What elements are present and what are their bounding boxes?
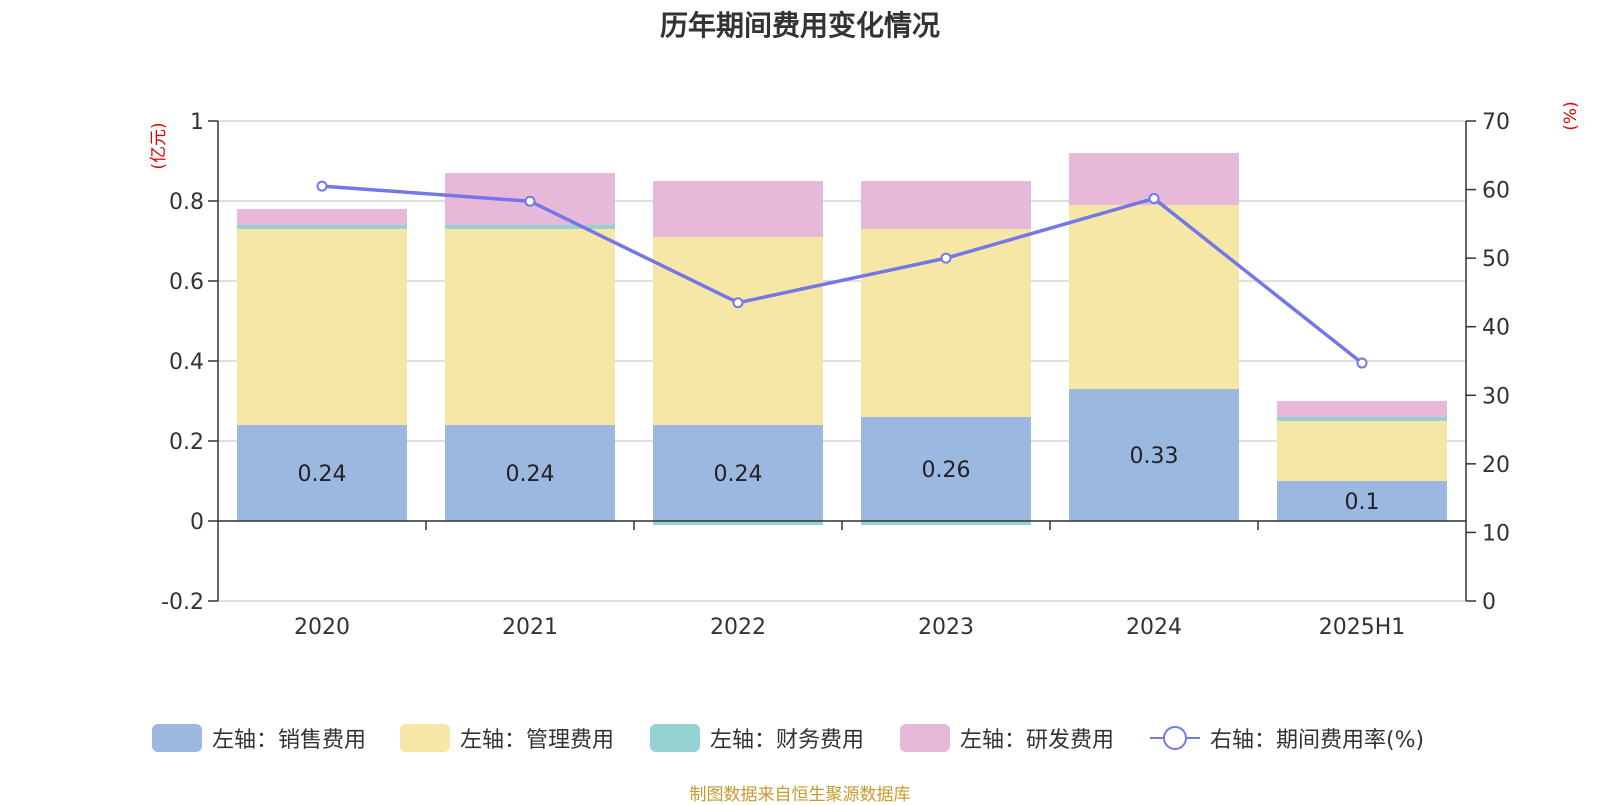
left-axis-tick-label: 0.4 [169, 350, 204, 375]
bar-series0-2021 [445, 425, 615, 521]
source-note: 制图数据来自恒生聚源数据库 [689, 785, 911, 805]
bar-series1-2022 [653, 237, 823, 425]
data-label-2021: 0.24 [506, 462, 555, 487]
legend-swatch [900, 724, 950, 752]
right-axis-tick-label: 40 [1482, 316, 1510, 341]
x-axis-tick-label: 2022 [710, 615, 766, 640]
data-label-2024: 0.33 [1130, 444, 1179, 469]
bar-series1-2020 [237, 229, 407, 425]
legend-item[interactable]: 左轴：销售费用 [152, 718, 366, 758]
x-axis-tick-label: 2025H1 [1319, 615, 1406, 640]
left-axis-unit-label: (亿元) [149, 122, 169, 169]
left-axis-tick-label: -0.2 [161, 590, 204, 615]
legend-item[interactable]: 左轴：管理费用 [400, 718, 614, 758]
left-axis-tick-label: 0.6 [169, 270, 204, 295]
legend-item[interactable]: 左轴：财务费用 [650, 718, 864, 758]
line-point-2022 [732, 297, 744, 309]
left-axis-tick-label: 0.2 [169, 430, 204, 455]
x-axis-tick-label: 2024 [1126, 615, 1182, 640]
right-axis-tick-label: 0 [1482, 590, 1496, 615]
bar-series2-2025H1 [1277, 417, 1447, 421]
bar-series1-2024 [1069, 205, 1239, 389]
chart-title: 历年期间费用变化情况 [659, 9, 940, 42]
bar-series0-2024 [1069, 389, 1239, 521]
x-axis-tick-label: 2021 [502, 615, 558, 640]
data-label-2025H1: 0.1 [1345, 490, 1380, 515]
x-axis-tick-label: 2023 [918, 615, 974, 640]
bar-series0-2025H1 [1277, 481, 1447, 521]
line-point-2023 [940, 252, 952, 264]
right-axis-tick-label: 10 [1482, 521, 1510, 546]
bar-series0-2023 [861, 417, 1031, 521]
bar-series2-2022 [653, 521, 823, 525]
right-axis-tick-label: 60 [1482, 179, 1510, 204]
right-axis-tick-label: 30 [1482, 384, 1510, 409]
bar-series0-2020 [237, 425, 407, 521]
right-axis-tick-label: 70 [1482, 110, 1510, 135]
line-point-2024 [1148, 192, 1160, 204]
bar-series1-2025H1 [1277, 421, 1447, 481]
legend-swatch [400, 724, 450, 752]
legend-label: 左轴：财务费用 [710, 728, 865, 753]
legend-label: 左轴：研发费用 [960, 728, 1115, 753]
legend-item[interactable]: 右轴：期间费用率(%) [1150, 718, 1424, 758]
chart-legend: 左轴：销售费用 左轴：管理费用 左轴：财务费用 左轴：研发费用 右轴：期间费用率(%) [0, 718, 1600, 758]
legend-label: 左轴：管理费用 [460, 728, 615, 753]
data-label-2020: 0.24 [298, 462, 347, 487]
legend-line-marker-icon [1150, 726, 1200, 750]
legend-swatch [152, 724, 202, 752]
line-point-2025H1 [1356, 357, 1368, 369]
line-point-2021 [524, 195, 536, 207]
data-label-2023: 0.26 [922, 458, 971, 483]
x-axis-tick-label: 2020 [294, 615, 350, 640]
bar-series3-2025H1 [1277, 401, 1447, 417]
bar-series1-2021 [445, 229, 615, 425]
bar-series2-2021 [445, 225, 615, 229]
right-axis-unit-label: (%) [1561, 101, 1581, 130]
right-axis-tick-label: 20 [1482, 453, 1510, 478]
bar-series2-2020 [237, 225, 407, 229]
left-axis-tick-label: 0 [190, 510, 204, 535]
legend-label: 左轴：销售费用 [212, 728, 367, 753]
bar-series3-2023 [861, 181, 1031, 229]
bar-series3-2022 [653, 181, 823, 237]
bar-series3-2020 [237, 209, 407, 225]
legend-item[interactable]: 左轴：研发费用 [900, 718, 1114, 758]
bar-series2-2023 [861, 521, 1031, 525]
right-axis-tick-label: 50 [1482, 247, 1510, 272]
legend-label: 右轴：期间费用率(%) [1210, 728, 1425, 753]
bar-series0-2022 [653, 425, 823, 521]
data-label-2022: 0.24 [714, 462, 763, 487]
left-axis-tick-label: 0.8 [169, 190, 204, 215]
line-series-rate [321, 184, 1364, 365]
line-point-2020 [316, 180, 328, 192]
left-axis-tick-label: 1 [190, 110, 204, 135]
legend-swatch [650, 724, 700, 752]
